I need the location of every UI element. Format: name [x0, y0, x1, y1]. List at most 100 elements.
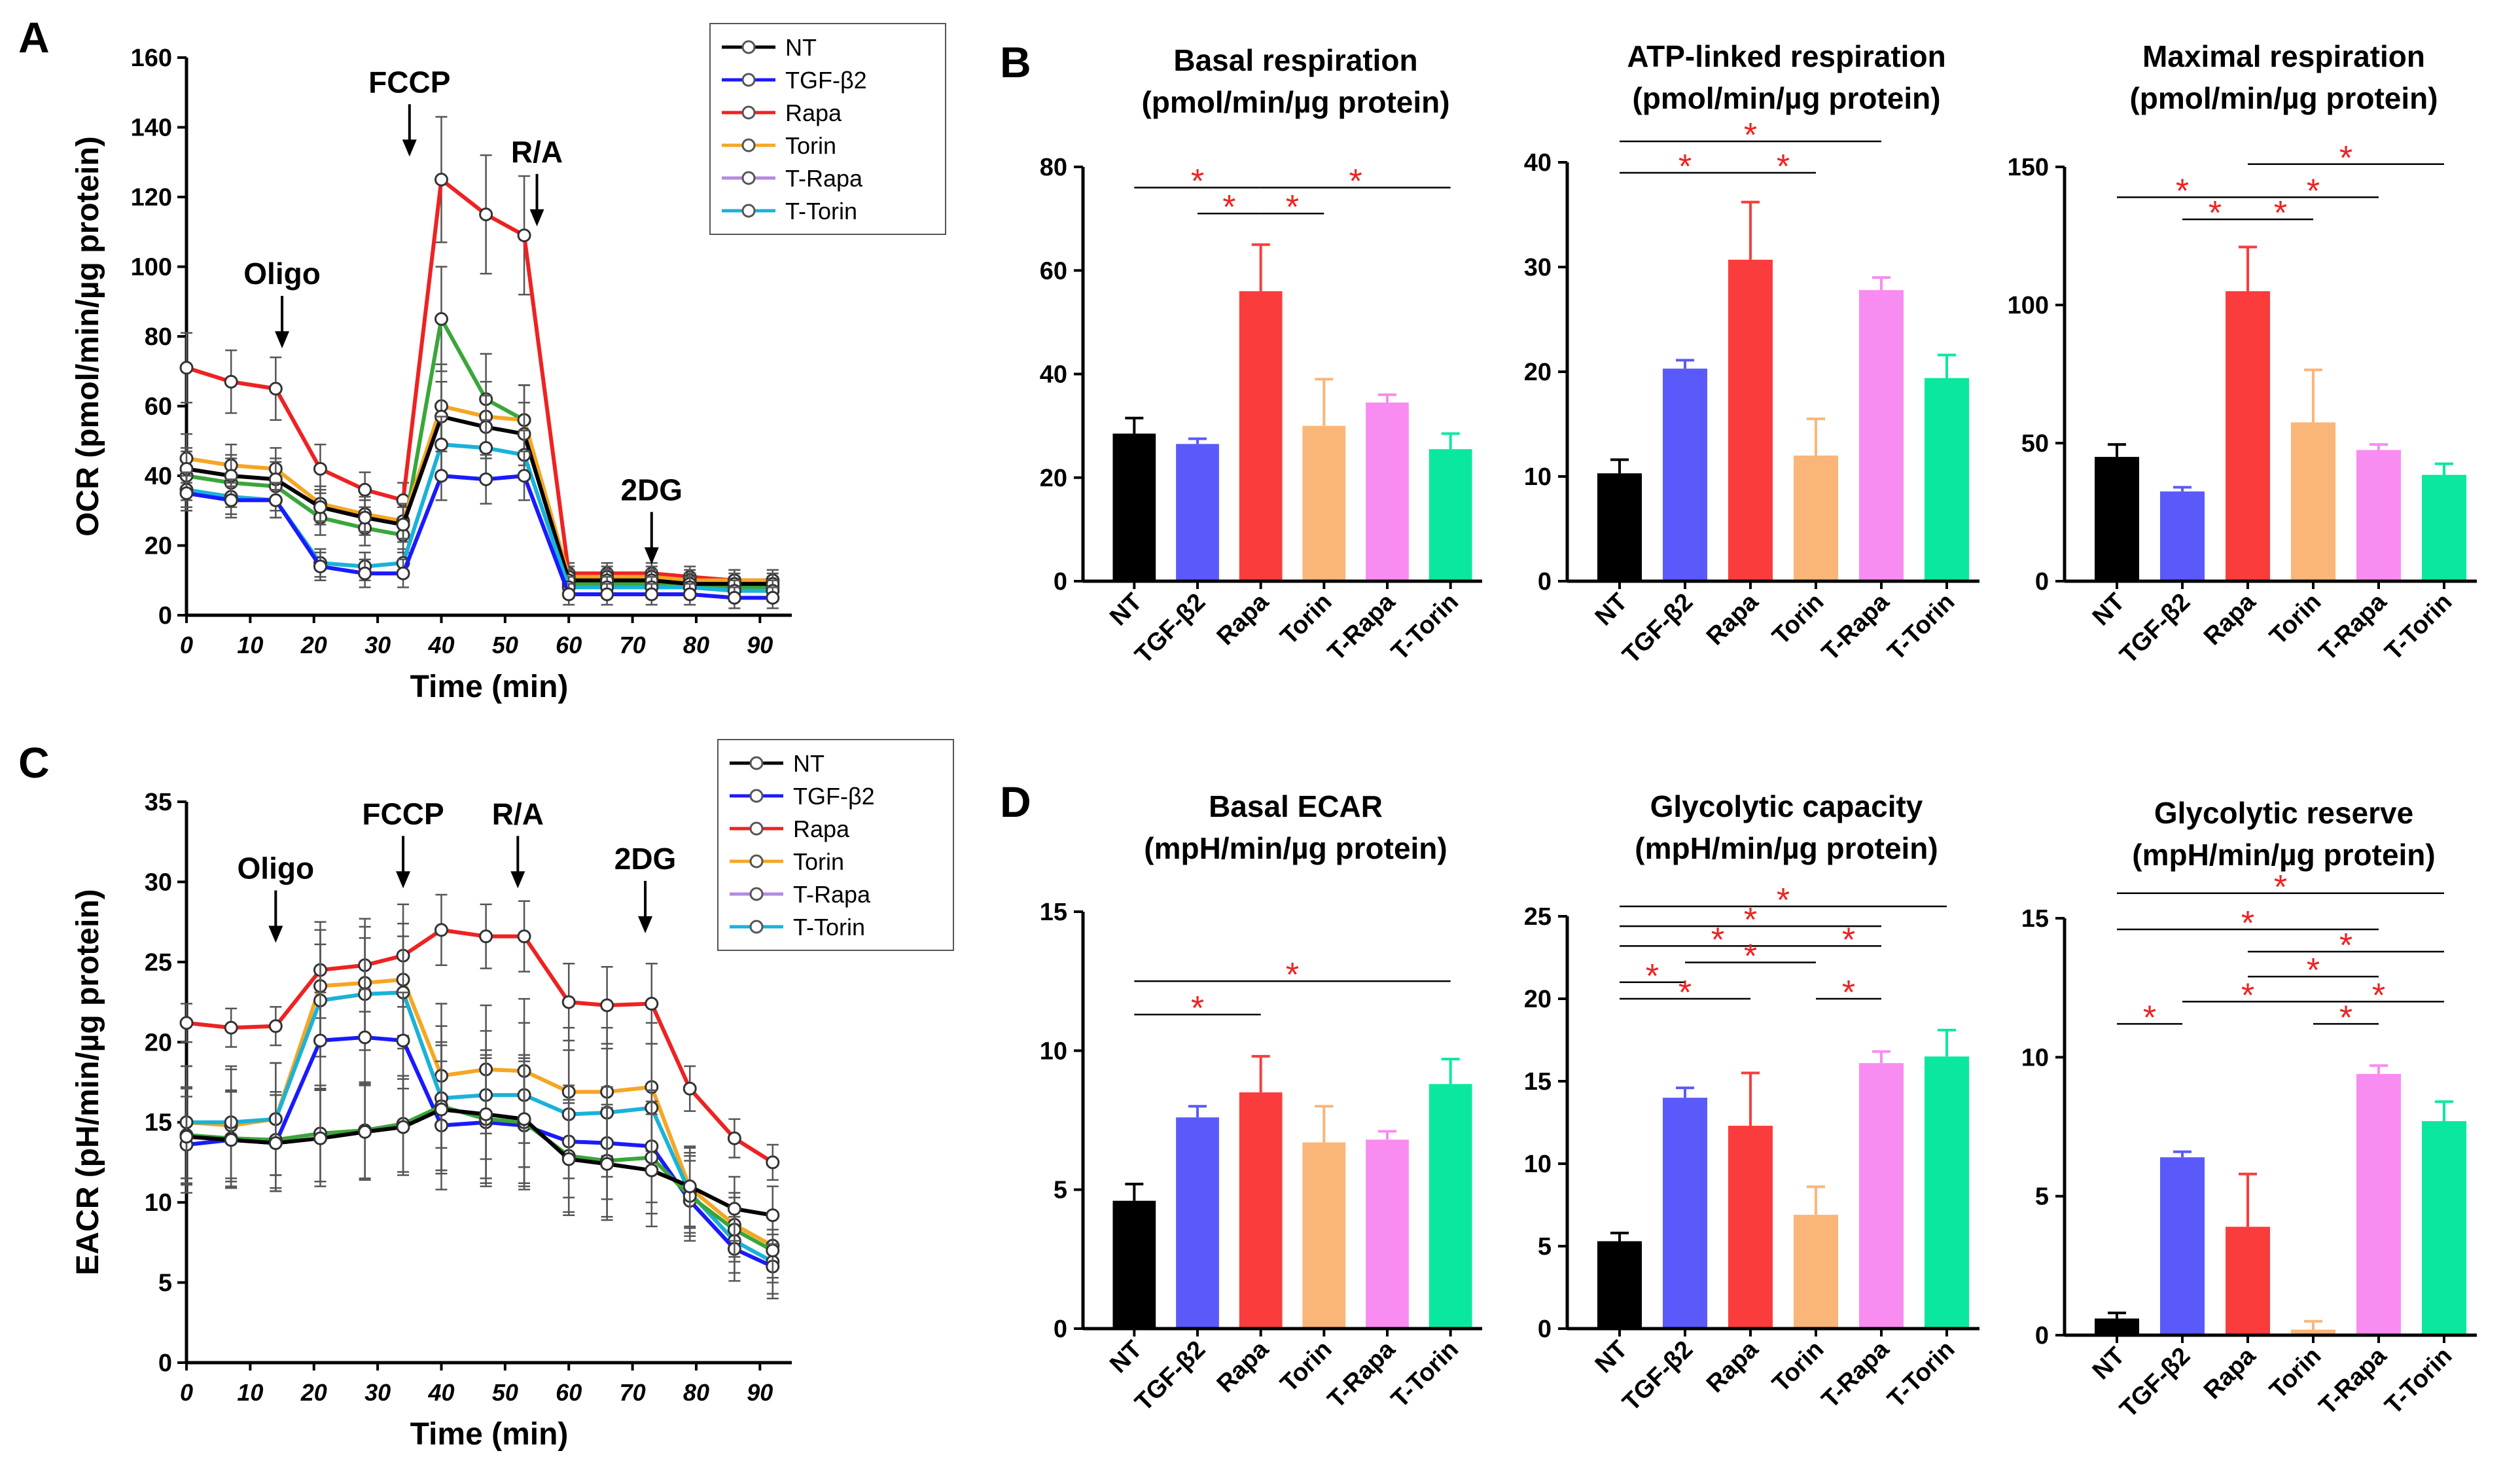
series-nt [179, 1044, 780, 1246]
bar-t-torin [2422, 475, 2466, 581]
data-point [179, 1016, 194, 1030]
y-tick-label: 20 [145, 1029, 172, 1056]
significance-star: * [1678, 974, 1692, 1012]
legend-marker [741, 204, 756, 218]
data-point [434, 312, 448, 326]
x-tick-label: 40 [427, 1379, 454, 1406]
category-label: Rapa [1701, 1335, 1764, 1398]
annotation-label: 2DG [614, 842, 677, 876]
significance-star: * [1191, 163, 1204, 201]
legend-label: Rapa [793, 816, 850, 842]
legend-label: T-Rapa [785, 165, 863, 192]
annotation-label: 2DG [620, 473, 683, 507]
category-label: TGF-β2 [1130, 588, 1211, 670]
bar-torin [1794, 1215, 1838, 1329]
category-label: TGF-β2 [2115, 1342, 2196, 1424]
chart-unit: (mpH/min/µg protein) [1144, 831, 1447, 865]
annotation-label: FCCP [368, 65, 450, 99]
legend-marker [741, 73, 756, 87]
data-point [600, 587, 614, 601]
significance-star: * [1286, 188, 1299, 226]
legend-label: T-Torin [793, 914, 865, 941]
x-tick-label: 70 [620, 1379, 646, 1406]
data-point [479, 207, 493, 222]
significance-star: * [1222, 188, 1235, 226]
data-point [517, 1112, 531, 1126]
legend-label: T-Torin [785, 198, 857, 224]
basal-ecar-bar-chart: Basal ECAR (mpH/min/µg protein) 0 5 10 15 NTTG… [1040, 789, 1482, 1416]
series-rapa [179, 116, 780, 592]
data-point [434, 1102, 448, 1117]
data-point [517, 469, 531, 483]
data-point [224, 1133, 238, 1147]
y-tick-label: 0 [158, 602, 172, 630]
annotation-label: Oligo [243, 257, 321, 291]
category-label: T-Torin [1386, 588, 1464, 666]
series-line [186, 177, 773, 583]
category-label: NT [2087, 1342, 2131, 1386]
category-label: T-Rapa [2314, 1342, 2392, 1420]
series-green [179, 266, 780, 599]
bar-rapa [2226, 1227, 2270, 1335]
x-axis-label: Time (min) [410, 1417, 569, 1452]
data-point [224, 374, 238, 389]
y-tick-label: 5 [1054, 1177, 1067, 1204]
significance-star: * [1842, 921, 1855, 959]
data-point [766, 1244, 780, 1258]
legend-label: Torin [785, 132, 836, 159]
significance-star: * [2274, 194, 2287, 232]
y-tick-label: 0 [1538, 568, 1552, 596]
bar-nt [2095, 457, 2139, 581]
chart-unit: (mpH/min/µg protein) [2132, 838, 2435, 872]
glycolytic-capacity-bar-chart: Glycolytic capacity (mpH/min/µg protein) 0… [1524, 789, 1979, 1416]
x-tick-label: 70 [620, 632, 646, 658]
ecar-line-chart: 0 5 10 15 20 25 30 35 0 10 20 30 40 50 60 70 80 90 Time (m… [71, 739, 954, 1452]
y-tick-label: 5 [2035, 1183, 2049, 1211]
x-tick-label: 90 [747, 1379, 773, 1406]
legend-label: NT [793, 750, 825, 777]
maximal-respiration-bar-chart: Maximal respiration (pmol/min/µg protein)… [2008, 39, 2477, 669]
bar-torin [1302, 425, 1346, 581]
bar-rapa [1728, 259, 1773, 581]
bar-rapa [1728, 1126, 1773, 1329]
series-line [186, 317, 773, 590]
data-point [766, 1155, 780, 1170]
category-label: T-Rapa [1817, 1335, 1895, 1414]
y-tick-label: 140 [131, 115, 172, 142]
ocr-line-chart: 0 20 40 60 80 100 120 140 160 0 10 20 30 40 50 60 70 80 90… [71, 23, 946, 704]
significance-star: * [1646, 958, 1659, 995]
y-tick-label: 0 [2035, 1322, 2049, 1350]
data-point [479, 472, 493, 486]
y-tick-label: 20 [1524, 986, 1552, 1013]
legend: NT TGF-β2 Rapa Torin T-Rapa T-Torin [709, 23, 946, 235]
legend-marker [749, 854, 764, 869]
atp-linked-respiration-bar-chart: ATP-linked respiration (pmol/min/µg prote… [1524, 39, 1979, 669]
annotation-arrowhead [396, 871, 411, 889]
y-tick-label: 160 [131, 45, 172, 72]
data-point [683, 1081, 697, 1096]
category-label: T-Torin [1883, 588, 1961, 666]
category-label: NT [1105, 1336, 1148, 1379]
data-point [358, 1124, 372, 1139]
data-point [358, 566, 372, 581]
significance-star: * [1842, 974, 1855, 1012]
data-point [224, 493, 238, 507]
chart-title: Basal ECAR [1209, 789, 1383, 823]
data-point [766, 1208, 780, 1223]
data-point [645, 997, 659, 1011]
category-label: Torin [2264, 1342, 2326, 1405]
bar-rapa [2226, 291, 2270, 581]
data-point [479, 1107, 493, 1121]
x-tick-label: 50 [492, 1379, 518, 1406]
significance-star: * [1678, 148, 1692, 186]
data-point [179, 1130, 194, 1144]
data-point [561, 995, 576, 1009]
bar-t-torin [2422, 1121, 2466, 1335]
data-point [479, 440, 493, 455]
annotation-label: R/A [511, 135, 563, 169]
data-point [561, 1152, 576, 1166]
y-tick-label: 5 [1538, 1233, 1552, 1261]
significance-star: * [2274, 869, 2287, 906]
data-point [645, 1163, 659, 1177]
chart-title: ATP-linked respiration [1627, 39, 1945, 73]
